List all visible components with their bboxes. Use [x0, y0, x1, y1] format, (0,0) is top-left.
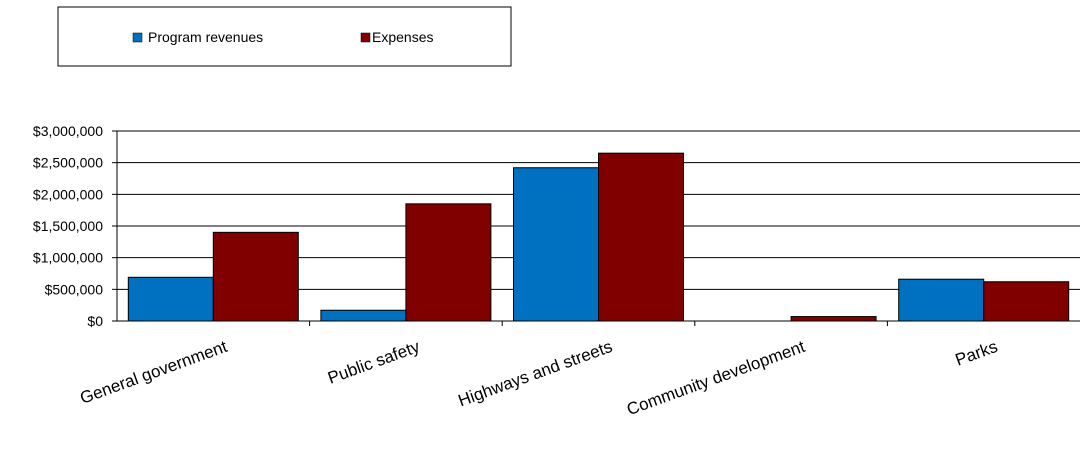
- x-category-label: Community development: [624, 337, 807, 419]
- legend-swatch-program-revenues: [132, 32, 143, 43]
- x-category-label: Parks: [953, 337, 1000, 370]
- y-tick-label: $1,500,000: [33, 218, 103, 234]
- legend: Program revenues Expenses: [57, 6, 512, 67]
- bar-program-revenues: [898, 278, 985, 322]
- bar-program-revenues: [127, 276, 214, 322]
- y-tick-label: $500,000: [45, 281, 104, 297]
- y-tick-label: $0: [87, 313, 103, 329]
- bar-expenses: [983, 281, 1070, 322]
- bars: [127, 152, 1070, 322]
- y-tick-label: $2,500,000: [33, 155, 103, 171]
- legend-label-expenses: Expenses: [372, 29, 433, 45]
- x-category-label: Public safety: [325, 337, 423, 388]
- y-tick-label: $3,000,000: [33, 123, 103, 139]
- bar-expenses: [405, 203, 492, 322]
- axes: [116, 131, 1080, 322]
- bar-expenses: [598, 152, 684, 322]
- y-tick-label: $1,000,000: [33, 250, 103, 266]
- legend-box: [57, 6, 512, 67]
- legend-swatch-expenses: [360, 32, 371, 43]
- y-tick-label: $2,000,000: [33, 186, 103, 202]
- legend-label-program-revenues: Program revenues: [148, 29, 263, 45]
- x-category-labels: General government Public safety Highways …: [78, 337, 1001, 419]
- bar-expenses: [212, 231, 299, 322]
- bar-program-revenues: [513, 167, 599, 322]
- bar-expenses: [790, 316, 877, 322]
- y-tick-labels: $0 $500,000 $1,000,000 $1,500,000 $2,000,000…: [33, 123, 103, 329]
- bar-program-revenues: [320, 309, 407, 322]
- x-category-label: General government: [78, 337, 230, 408]
- x-category-label: Highways and streets: [456, 337, 615, 410]
